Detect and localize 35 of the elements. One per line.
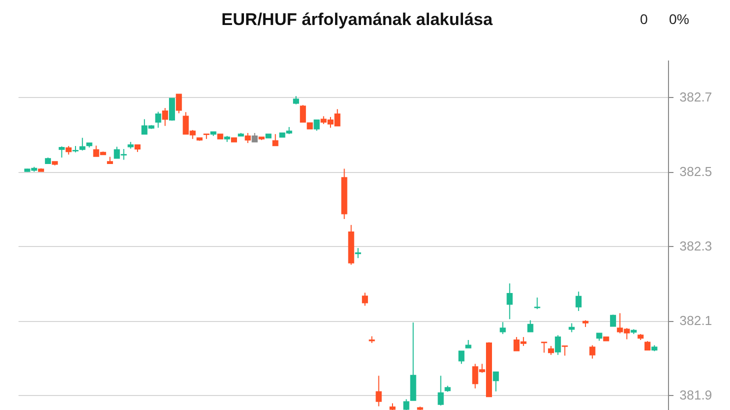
y-tick-label: 382.1 <box>680 313 712 328</box>
candlestick <box>500 322 506 335</box>
candlestick <box>492 372 499 392</box>
candlestick <box>562 345 568 356</box>
y-tick-label: 382.5 <box>680 164 712 180</box>
text: 0% <box>669 11 690 27</box>
candlestick <box>155 111 162 128</box>
candlestick <box>300 104 306 123</box>
candlestick <box>376 375 382 407</box>
y-tick-label: 381.9 <box>680 388 712 403</box>
candlestick <box>314 119 320 132</box>
candlestick <box>362 292 368 306</box>
y-tick-label: 382.7 <box>680 90 712 105</box>
candlestick <box>176 94 182 114</box>
candlestick <box>403 398 410 410</box>
candlestick <box>168 98 175 122</box>
candlestick <box>79 137 86 151</box>
candlestick <box>534 297 540 310</box>
candlestick <box>541 342 548 354</box>
candlestick <box>244 132 251 144</box>
candlestick <box>162 108 168 126</box>
text: 0 <box>640 11 648 27</box>
candlestick <box>355 248 362 259</box>
candlestick <box>576 291 582 312</box>
candlestick <box>458 350 464 364</box>
candlestick <box>610 314 616 327</box>
y-tick-label: 382.3 <box>680 238 712 254</box>
candlestick <box>554 334 561 356</box>
chart-title: EUR/HUF árfolyamának alakulása <box>221 10 494 29</box>
candlestick <box>527 320 534 332</box>
candlestick <box>438 375 444 406</box>
candlestick <box>58 146 65 158</box>
candlestick <box>589 344 596 360</box>
candlestick <box>272 134 278 146</box>
candlestick <box>506 282 513 320</box>
